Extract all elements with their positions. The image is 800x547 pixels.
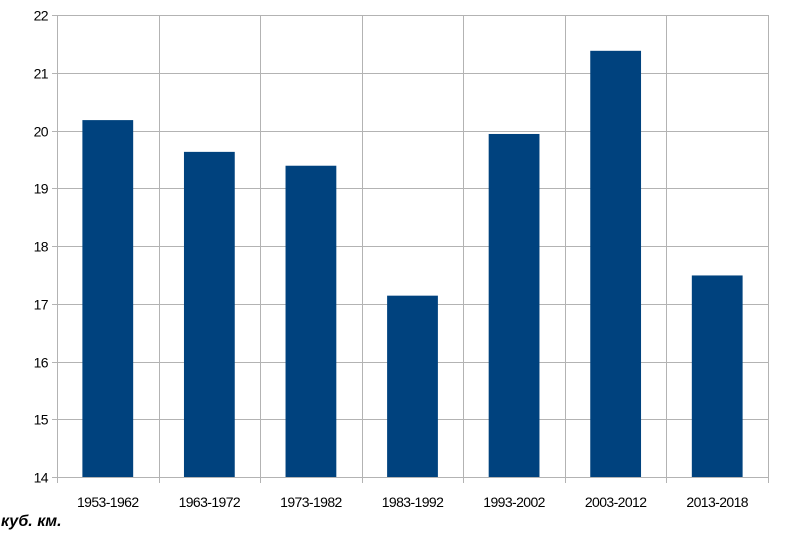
x-tick-label: 1963-1972 [179,494,241,510]
y-tick-label: 20 [34,124,49,140]
axes [52,15,57,478]
bar-1973-1982 [285,165,337,478]
y-tick-label: 16 [34,355,49,371]
bar-2003-2012 [590,50,642,478]
y-tick-label: 14 [34,470,49,486]
y-tick-label: 22 [34,8,49,24]
bars [82,50,743,478]
y-axis-unit-label: куб. км. [1,513,62,530]
y-tick-label: 17 [34,297,49,313]
bar-1963-1972 [183,151,235,477]
bar-1953-1962 [82,120,134,477]
grid-lines [57,15,769,483]
bar-1993-2002 [488,133,540,477]
y-tick-label: 15 [34,412,49,428]
x-tick-label: 1983-1992 [382,494,444,510]
x-tick-label: 1993-2002 [483,494,545,510]
x-tick-label: 2003-2012 [585,494,647,510]
y-tick-label: 18 [34,239,49,255]
x-tick-label: 1953-1962 [77,494,139,510]
y-tick-label: 21 [34,66,49,82]
x-tick-label: 1973-1982 [280,494,342,510]
y-tick-label: 19 [34,181,49,197]
tick-labels: 14 15 16 17 18 19 20 21 22 1953-1962 1963-1972 1973… [34,8,750,511]
bar-1983-1992 [387,295,438,477]
bar-2013-2018 [691,275,743,477]
x-tick-label: 2013-2018 [686,494,748,510]
